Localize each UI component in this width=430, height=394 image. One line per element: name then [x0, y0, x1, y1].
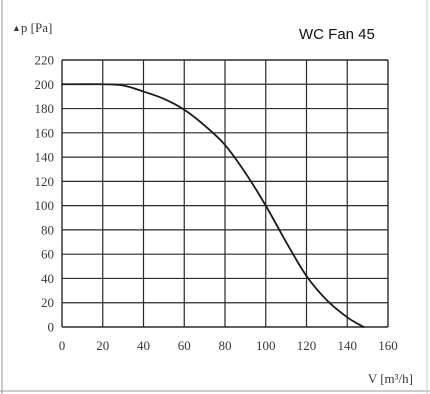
x-tick-label-140: 140	[338, 338, 358, 353]
y-tick-label-40: 40	[41, 271, 54, 286]
grid-layer	[61, 59, 389, 328]
y-tick-label-180: 180	[35, 101, 55, 116]
y-tick-label-160: 160	[35, 125, 55, 140]
fan-curve-line-0	[61, 83, 365, 328]
y-axis-label: ▲p [Pa]	[12, 20, 52, 35]
curve-layer	[61, 83, 365, 328]
y-tick-label-220: 220	[35, 53, 55, 68]
x-tick-label-40: 40	[137, 338, 150, 353]
y-tick-label-120: 120	[35, 174, 55, 189]
tick-labels: 0 20 40 60 80 100 120 140 160 0 20 40 60 80 100 120 140 1…	[35, 53, 398, 354]
x-tick-label-80: 80	[219, 338, 232, 353]
x-tick-label-0: 0	[59, 338, 66, 353]
x-axis-label: V [m³/h]	[368, 371, 413, 386]
y-tick-label-0: 0	[48, 320, 55, 335]
x-tick-label-100: 100	[256, 338, 276, 353]
x-tick-label-160: 160	[378, 338, 398, 353]
x-tick-label-60: 60	[178, 338, 191, 353]
y-tick-label-100: 100	[35, 198, 55, 213]
y-tick-label-140: 140	[35, 150, 55, 165]
y-tick-label-20: 20	[41, 295, 54, 310]
y-axis-label-symbol: ▲	[12, 23, 21, 33]
x-tick-label-20: 20	[96, 338, 109, 353]
x-tick-label-120: 120	[297, 338, 317, 353]
y-tick-label-80: 80	[41, 222, 54, 237]
y-axis-label-text: p [Pa]	[21, 20, 52, 35]
y-tick-label-200: 200	[35, 77, 55, 92]
y-tick-label-60: 60	[41, 247, 54, 262]
chart-title: WC Fan 45	[299, 26, 375, 43]
